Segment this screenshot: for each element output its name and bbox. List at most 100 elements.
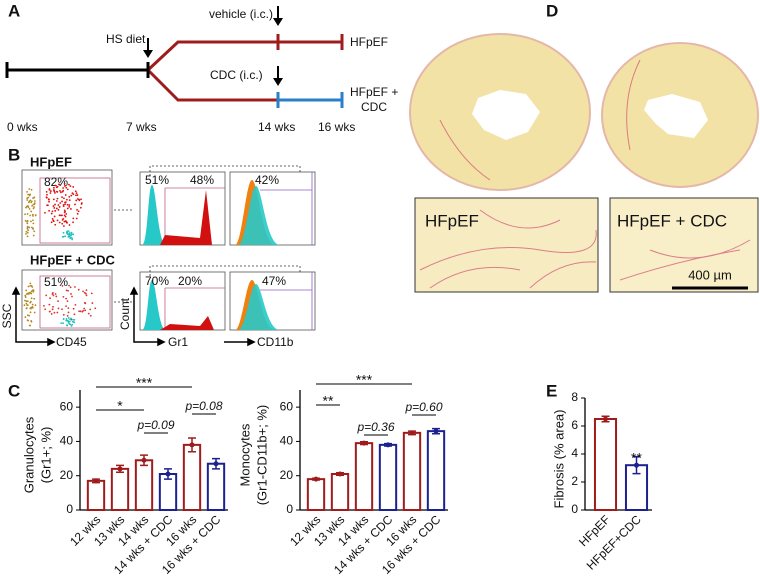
cell-dot xyxy=(82,290,84,293)
connector xyxy=(149,265,301,276)
cell-dot xyxy=(59,202,62,204)
cell-dot xyxy=(75,194,77,197)
cell-dot xyxy=(55,200,58,202)
cell-dot xyxy=(64,235,67,238)
cell-dot xyxy=(31,306,34,309)
mean-dot xyxy=(385,442,391,448)
axis-label: CD45 xyxy=(56,335,87,349)
histogram xyxy=(142,280,166,330)
cell-dot xyxy=(45,190,48,193)
cell-dot xyxy=(48,200,50,203)
cell-dot xyxy=(67,311,70,314)
cell-dot xyxy=(65,318,68,320)
bar xyxy=(182,443,202,512)
cell-dot xyxy=(70,194,73,197)
cell-dot xyxy=(61,285,64,287)
cell-dot xyxy=(50,313,53,315)
significance-label: p=0.60 xyxy=(404,400,442,414)
cell-dot xyxy=(32,222,35,225)
cell-dot xyxy=(72,186,75,188)
cell-dot xyxy=(74,190,77,193)
cell-dot xyxy=(64,210,66,213)
cell-dot xyxy=(83,307,86,310)
cell-dot xyxy=(62,231,65,234)
cell-dot xyxy=(71,237,73,240)
cell-dot xyxy=(76,198,79,200)
cell-dot xyxy=(63,225,65,227)
cell-dot xyxy=(30,220,32,223)
cell-dot xyxy=(56,191,59,193)
cell-dot xyxy=(54,209,57,212)
panel-label: B xyxy=(8,145,20,164)
cell-dot xyxy=(53,215,56,218)
cell-dot xyxy=(26,205,29,207)
cell-dot xyxy=(54,293,57,295)
cell-dot xyxy=(49,190,52,192)
cell-dot xyxy=(77,288,80,291)
cell-dot xyxy=(80,202,83,204)
line xyxy=(146,40,342,72)
cell-dot xyxy=(28,314,31,317)
cell-dot xyxy=(46,193,48,196)
cell-dot xyxy=(51,308,54,311)
cell-dot xyxy=(68,224,71,226)
mean-dot xyxy=(337,471,343,477)
connector xyxy=(149,165,301,176)
histology-label: HFpEF + CDC xyxy=(617,211,727,230)
percent-label: 20% xyxy=(178,274,202,288)
cell-dot xyxy=(83,291,86,294)
cell-dot xyxy=(45,196,48,199)
arrowhead xyxy=(129,286,166,347)
cell-dot xyxy=(79,206,82,209)
cell-dot xyxy=(24,219,27,222)
arrowhead xyxy=(247,337,256,347)
zoom-panel xyxy=(414,197,599,293)
significance-label: *** xyxy=(356,372,373,388)
time-label: 14 wks xyxy=(258,120,295,134)
cell-dot xyxy=(61,214,63,217)
cell-dot xyxy=(29,282,32,285)
label: HFpEF + xyxy=(350,85,398,99)
cell-dot xyxy=(65,186,68,189)
cell-dot xyxy=(59,189,61,192)
cell-dot xyxy=(28,291,31,294)
cell-dot xyxy=(68,320,71,323)
cell-dot xyxy=(26,190,28,193)
cell-dot xyxy=(68,322,71,325)
cell-dot xyxy=(33,196,36,199)
cell-dot xyxy=(67,307,70,310)
cell-dot xyxy=(69,318,72,321)
cell-dot xyxy=(66,188,69,191)
cell-dot xyxy=(24,294,27,297)
scale-label: 400 µm xyxy=(688,267,732,282)
cell-dot xyxy=(25,300,28,303)
cell-dot xyxy=(70,234,72,237)
cell-dot xyxy=(54,223,57,226)
cell-dot xyxy=(71,295,73,298)
cell-dot xyxy=(85,289,88,292)
cell-dot xyxy=(32,207,35,210)
cell-dot xyxy=(25,307,28,310)
cell-dot xyxy=(33,230,36,233)
percent-label: 42% xyxy=(255,173,279,187)
histograms xyxy=(142,180,280,330)
cell-dot xyxy=(47,204,49,207)
cell-dot xyxy=(58,214,61,217)
cell-dot xyxy=(27,229,30,232)
cell-dot xyxy=(48,310,51,313)
y-tick-label: 60 xyxy=(280,399,294,413)
row-label: HFpEF xyxy=(30,154,72,169)
cell-dot xyxy=(84,302,87,305)
cell-dot xyxy=(26,304,28,306)
axis-label: Count xyxy=(118,297,132,330)
cell-dot xyxy=(28,194,31,197)
percent-label: 48% xyxy=(190,173,214,187)
histogram xyxy=(142,185,166,245)
cell-dot xyxy=(25,232,27,235)
y-tick-label: 40 xyxy=(60,434,74,448)
bar xyxy=(402,431,422,512)
mean-dot xyxy=(433,428,439,434)
cell-dot xyxy=(73,318,76,321)
cell-dot xyxy=(51,218,54,220)
cell-dot xyxy=(79,310,82,313)
